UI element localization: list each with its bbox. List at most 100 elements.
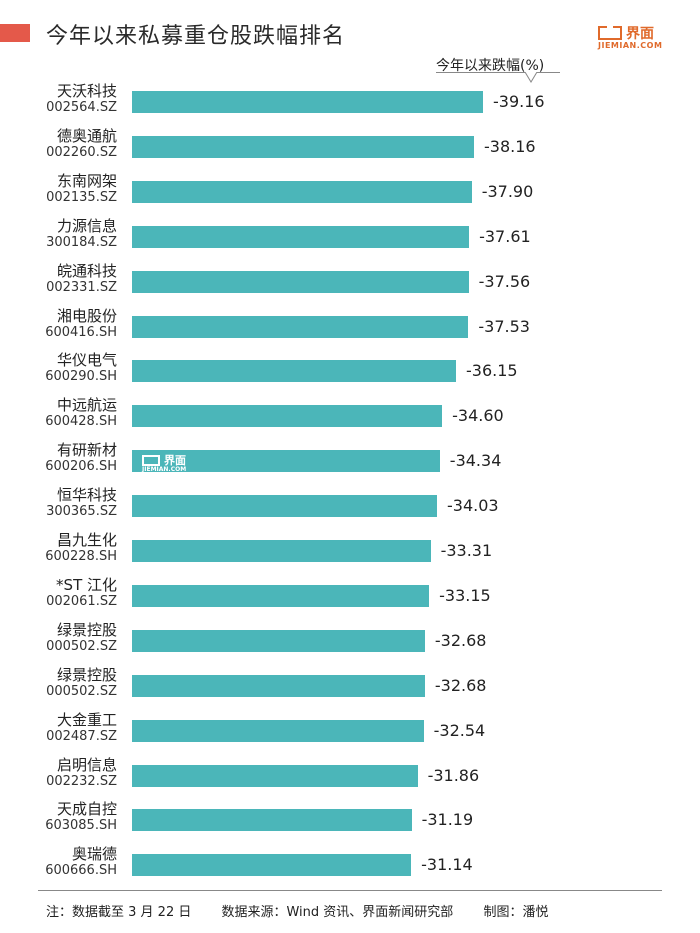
logo-sub: JIEMIAN.COM — [598, 41, 663, 50]
value-label: -37.53 — [478, 316, 530, 336]
category-code-label: 300365.SZ — [46, 504, 117, 520]
bar — [132, 629, 425, 652]
watermark-logo: 界面 JIEMIAN.COM — [142, 453, 202, 477]
value-label: -33.31 — [440, 541, 493, 560]
category-code-label: 300184.SZ — [46, 234, 117, 250]
category-name-label: 恒华科技 — [56, 486, 117, 505]
axis-unit-label: 今年以来跌幅(%) — [436, 58, 545, 74]
bar — [132, 405, 443, 428]
chart-row: 中远航运 600428.SH -34.60 — [0, 393, 700, 437]
category-code-label: 000502.SZ — [46, 638, 117, 654]
bar — [132, 315, 469, 338]
value-label: -32.68 — [434, 630, 487, 650]
value-label: -34.03 — [447, 496, 499, 516]
logo-brand: 界面 — [626, 26, 654, 42]
category-name-label: 湘电股份 — [56, 306, 117, 325]
chart-row: *ST 江化 002061.SZ -33.15 — [0, 573, 700, 617]
category-name-label: 昌九生化 — [56, 531, 117, 549]
chart-row: 大金重工 002487.SZ -32.54 — [0, 708, 700, 752]
title-accent-bar — [0, 24, 30, 42]
chart-row: 绿景控股 000502.SZ -32.68 — [0, 618, 700, 662]
chart-row: 天沃科技 002564.SZ -39.16 — [0, 79, 700, 123]
value-label: -37.61 — [479, 226, 531, 246]
bar — [132, 764, 418, 787]
chart-row: 德奥通航 002260.SZ -38.16 — [0, 124, 700, 168]
chart-row: 东南网架 002135.SZ -37.90 — [0, 169, 700, 213]
category-code-label: 002260.SZ — [46, 144, 117, 160]
chart-row: 湘电股份 600416.SH -37.53 — [0, 304, 700, 348]
category-code-label: 600416.SH — [45, 324, 117, 340]
category-code-label: 000502.SZ — [46, 683, 117, 699]
value-label: -37.56 — [478, 271, 531, 291]
value-label: -37.90 — [481, 181, 534, 201]
value-label: -38.16 — [484, 136, 536, 156]
watermark-brand: 界面 — [164, 454, 186, 467]
category-name-label: 华仪电气 — [56, 351, 117, 370]
bar — [132, 450, 440, 473]
jiemian-logo: 界面 JIEMIAN.COM — [598, 24, 668, 50]
value-label: -31.86 — [427, 765, 480, 785]
bar — [132, 91, 483, 113]
category-name-label: 力源信息 — [56, 216, 117, 235]
bar — [132, 809, 412, 832]
unit-pointer — [525, 72, 537, 83]
value-label: -33.15 — [439, 585, 491, 605]
category-code-label: 600428.SH — [45, 414, 117, 430]
chart-row: 力源信息 300184.SZ -37.61 — [0, 214, 700, 258]
bar — [132, 854, 412, 877]
category-code-label: 600206.SH — [45, 459, 117, 475]
value-label: -36.15 — [466, 361, 518, 381]
category-name-label: 大金重工 — [56, 710, 117, 729]
category-code-label: 603085.SH — [45, 818, 117, 834]
category-code-label: 002135.SZ — [46, 189, 117, 205]
category-code-label: 600666.SH — [45, 863, 117, 879]
category-name-label: 奥瑞德 — [71, 845, 117, 864]
value-label: -31.14 — [421, 855, 473, 875]
bar — [132, 270, 469, 293]
category-code-label: 600290.SH — [45, 369, 117, 385]
watermark-icon — [142, 455, 160, 466]
chart-row: 恒华科技 300365.SZ -34.03 — [0, 483, 700, 527]
unit-underline — [436, 72, 560, 73]
chart-row: 奥瑞德 600666.SH -31.14 — [0, 842, 700, 886]
category-name-label: 绿景控股 — [56, 620, 117, 639]
category-name-label: *ST 江化 — [56, 575, 117, 594]
chart-row: 华仪电气 600290.SH -36.15 — [0, 348, 700, 392]
category-code-label: 002487.SZ — [46, 728, 117, 744]
watermark-sub: JIEMIAN.COM — [142, 466, 187, 473]
category-name-label: 有研新材 — [56, 441, 117, 460]
chart-row: 有研新材 600206.SH -34.34 — [0, 438, 700, 482]
category-code-label: 002061.SZ — [46, 593, 117, 609]
logo-icon — [598, 26, 622, 40]
bar — [132, 135, 475, 158]
page-title: 今年以来私募重仓股跌幅排名 — [46, 24, 346, 49]
chart-row: 天成自控 603085.SH -31.19 — [0, 797, 700, 841]
value-label: -34.60 — [452, 406, 504, 426]
footer-note: 注：数据截至 3 月 22 日 — [46, 905, 192, 920]
footer-divider — [38, 890, 662, 891]
value-label: -32.68 — [434, 675, 487, 695]
chart-row: 皖通科技 002331.SZ -37.56 — [0, 259, 700, 303]
bar — [132, 674, 425, 697]
bar — [132, 719, 424, 742]
value-label: -34.34 — [449, 451, 502, 471]
footer-source: 数据来源：Wind 资讯、界面新闻研究部 — [221, 905, 454, 920]
bar — [132, 495, 438, 518]
bar — [132, 225, 470, 248]
category-code-label: 002331.SZ — [46, 279, 117, 295]
bar — [132, 180, 472, 203]
category-name-label: 皖通科技 — [56, 261, 117, 280]
category-name-label: 绿景控股 — [56, 665, 117, 684]
category-name-label: 启明信息 — [56, 755, 117, 774]
bar — [132, 540, 431, 562]
category-code-label: 002232.SZ — [46, 773, 117, 789]
category-name-label: 东南网架 — [56, 171, 117, 190]
category-name-label: 天成自控 — [56, 800, 117, 819]
value-label: -32.54 — [433, 720, 486, 740]
category-name-label: 中远航运 — [56, 396, 117, 415]
value-label: -31.19 — [421, 810, 474, 830]
footer-author: 制图：潘悦 — [483, 905, 549, 920]
category-name-label: 天沃科技 — [56, 82, 117, 100]
value-label: -39.16 — [493, 92, 545, 111]
category-code-label: 002564.SZ — [46, 100, 117, 115]
